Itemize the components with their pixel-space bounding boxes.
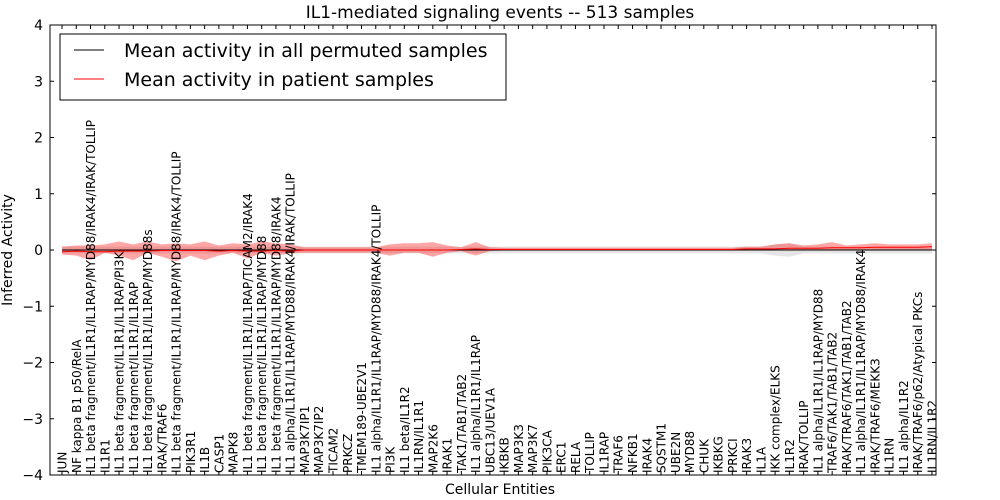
x-tick-label: JUN (56, 452, 70, 474)
x-axis-label: Cellular Entities (445, 482, 555, 498)
x-tick-label: IL1R2 (783, 439, 797, 473)
x-tick-label: NFKB1 (626, 433, 640, 473)
x-tick-label: IRAK/TRAF6/MEKK3 (868, 358, 882, 473)
x-tick-label: PRKCZ (341, 434, 355, 473)
x-tick-label: IKK complex/ELKS (769, 365, 783, 473)
x-tick-label: MYD88 (683, 431, 697, 473)
x-tick-label: IL1 beta fragment/IL1R1/IL1RAP/MYD88/IRA… (84, 120, 98, 473)
x-tick-label: IL1 alpha/IL1R1/IL1RAP/MYD88/IRAK4 (854, 250, 868, 473)
x-tick-label: TRAF6 (612, 435, 626, 474)
x-tick-label: TICAM2 (326, 428, 340, 474)
x-tick-label: IL1 alpha/IL1R1/IL1RAP/MYD88/IRAK4/TOLLI… (369, 205, 383, 473)
x-tick-label: MAP3K7 (526, 424, 540, 473)
y-tick-label: 4 (34, 18, 43, 34)
x-tick-label: TMEM189-UBE2V1 (355, 362, 369, 474)
x-tick-label: CHUK (697, 438, 711, 473)
x-tick-label: IL1 alpha/IL1R2 (897, 380, 911, 473)
y-tick-label: −1 (22, 299, 43, 315)
legend: Mean activity in all permuted samples Me… (60, 34, 506, 100)
x-tick-label: IL1RN/IL1R2 (926, 400, 940, 473)
x-tick-label: IL1A (754, 446, 768, 473)
x-tick-label: IRAK4 (640, 438, 654, 473)
x-tick-label: IL1RAP (597, 432, 611, 473)
x-tick-label: IRAK/TRAF6/p62/Atypical PKCs (911, 292, 925, 473)
x-tick-label: IL1 alpha/IL1R1/IL1RAP (469, 335, 483, 473)
confidence-bands (62, 242, 932, 262)
x-tick-label: IL1 beta/IL1R2 (398, 386, 412, 473)
x-tick-label: IL1 beta fragment/IL1R1/IL1RAP/TICAM2/IR… (241, 193, 255, 473)
x-tick-label: IL1B (198, 447, 212, 473)
x-tick-label: IL1RN/IL1R1 (412, 400, 426, 473)
x-tick-label: PIK3R1 (184, 431, 198, 473)
x-tick-label: IRAK/TRAF6/TAK1/TAB1/TAB2 (840, 300, 854, 473)
x-tick-label: TRAF6/TAK1/TAB1/TAB2 (826, 332, 840, 474)
chart-title: IL1-mediated signaling events -- 513 sam… (306, 3, 695, 23)
y-tick-label: 1 (34, 187, 43, 203)
x-tick-label: ERC1 (555, 442, 569, 473)
x-tick-label: MAP3K7IP1 (298, 406, 312, 473)
x-tick-label: MAP2K6 (426, 424, 440, 473)
x-tick-label: UBC13/UEV1A (483, 387, 497, 473)
x-tick-label: IKBKG (712, 436, 726, 473)
y-tick-label: 0 (34, 243, 43, 259)
x-tick-label: PRKCI (726, 438, 740, 473)
x-tick-label: TOLLIP (583, 432, 597, 474)
x-tick-label: IL1R1 (98, 439, 112, 473)
x-tick-label: IL1 alpha/IL1R1/IL1RAP/MYD88/IRAK4/IRAK/… (284, 173, 298, 473)
x-tick-label: MAP3K7IP2 (312, 406, 326, 473)
y-tick-label: −2 (22, 356, 43, 372)
x-tick-label: IRAK/TOLLIP (797, 401, 811, 473)
x-tick-label: IRAK1 (441, 438, 455, 473)
y-tick-label: 3 (34, 74, 43, 90)
x-tick-label: RELA (569, 441, 583, 473)
y-axis-label: Inferred Activity (0, 194, 16, 306)
y-tick-label: 2 (34, 131, 43, 147)
x-tick-label: IL1 alpha/IL1R1/IL1RAP/MYD88 (811, 289, 825, 473)
x-tick-label: IL1 beta fragment/IL1R1/IL1RAP/MYD88/IRA… (170, 152, 184, 473)
legend-label-permuted: Mean activity in all permuted samples (124, 40, 487, 62)
chart: −4−3−2−101234 JUN NF kappa B1 p50/RelA IL1… (0, 0, 1000, 500)
x-tick-label: MAPK8 (227, 432, 241, 473)
x-tick-label: PI3K (384, 446, 398, 473)
y-tick-label: −3 (22, 412, 43, 428)
x-tick-label: CASP1 (212, 434, 226, 473)
y-tick-label: −4 (22, 468, 43, 484)
x-tick-label: PIK3CA (540, 429, 554, 473)
x-tick-label: TAK1/TAB1/TAB2 (455, 374, 469, 474)
x-tick-label: IL1 beta fragment/IL1R1/IL1RAP/MYD88/IRA… (269, 196, 283, 473)
x-tick-label: IL1 beta fragment/IL1R1/IL1RAP (127, 282, 141, 473)
x-tick-label: IRAK/TRAF6 (155, 404, 169, 473)
legend-label-patient: Mean activity in patient samples (124, 69, 434, 91)
x-tick-label: IL1 beta fragment/IL1R1/IL1RAP/MYD88s (141, 229, 155, 473)
x-tick-label: IL1 beta fragment/IL1R1/IL1RAP/MYD88 (255, 236, 269, 473)
x-tick-label: UBE2N (669, 432, 683, 473)
x-tick-label: IL1 beta fragment/IL1R1/IL1RAP/PI3K (113, 250, 127, 473)
x-tick-label: IL1RN (883, 438, 897, 473)
x-tick-label: SQSTM1 (655, 423, 669, 473)
x-tick-label: NF kappa B1 p50/RelA (70, 339, 84, 473)
x-tick-label: IRAK3 (740, 438, 754, 473)
x-tick-label: MAP3K3 (512, 424, 526, 473)
x-tick-label: IKBKB (498, 437, 512, 473)
